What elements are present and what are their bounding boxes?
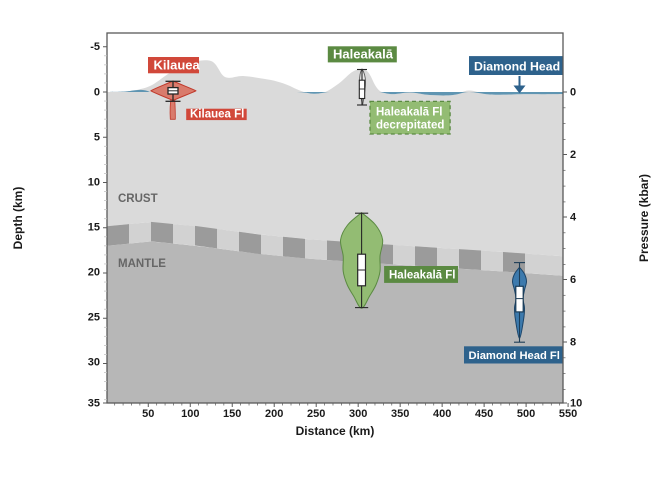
svg-text:100: 100: [181, 408, 199, 420]
svg-text:5: 5: [94, 132, 100, 144]
svg-text:Depth (km): Depth (km): [11, 187, 25, 250]
svg-text:200: 200: [265, 408, 283, 420]
svg-text:400: 400: [433, 408, 451, 420]
svg-text:Pressure (kbar): Pressure (kbar): [637, 174, 651, 262]
svg-text:20: 20: [88, 267, 100, 279]
svg-text:6: 6: [570, 274, 576, 286]
svg-text:Kilauea Fl: Kilauea Fl: [190, 109, 244, 121]
svg-text:250: 250: [307, 408, 325, 420]
svg-text:2: 2: [570, 149, 576, 161]
svg-text:Distance (km): Distance (km): [296, 424, 375, 438]
svg-text:30: 30: [88, 357, 100, 369]
svg-text:0: 0: [94, 87, 100, 99]
svg-text:8: 8: [570, 337, 576, 349]
svg-text:300: 300: [349, 408, 367, 420]
svg-text:500: 500: [517, 408, 535, 420]
svg-text:25: 25: [88, 312, 100, 324]
svg-text:10: 10: [570, 398, 582, 410]
svg-text:Haleakalā Fl: Haleakalā Fl: [376, 107, 442, 119]
svg-text:MANTLE: MANTLE: [118, 258, 166, 270]
svg-text:4: 4: [570, 212, 577, 224]
svg-text:-5: -5: [90, 41, 100, 53]
svg-text:0: 0: [570, 87, 576, 99]
svg-text:10: 10: [88, 177, 100, 189]
svg-text:35: 35: [88, 398, 100, 410]
svg-text:Kilauea: Kilauea: [154, 57, 201, 72]
svg-text:550: 550: [559, 408, 577, 420]
svg-text:Haleakalā: Haleakalā: [333, 47, 394, 62]
svg-text:150: 150: [223, 408, 241, 420]
svg-text:decrepitated: decrepitated: [376, 120, 444, 132]
svg-text:350: 350: [391, 408, 409, 420]
svg-text:50: 50: [142, 408, 154, 420]
svg-text:CRUST: CRUST: [118, 193, 158, 205]
svg-text:Diamond Head: Diamond Head: [474, 59, 560, 73]
svg-text:450: 450: [475, 408, 493, 420]
svg-text:Haleakalā Fl: Haleakalā Fl: [389, 270, 455, 282]
svg-text:15: 15: [88, 222, 100, 234]
svg-text:Diamond Head Fl: Diamond Head Fl: [469, 350, 560, 362]
